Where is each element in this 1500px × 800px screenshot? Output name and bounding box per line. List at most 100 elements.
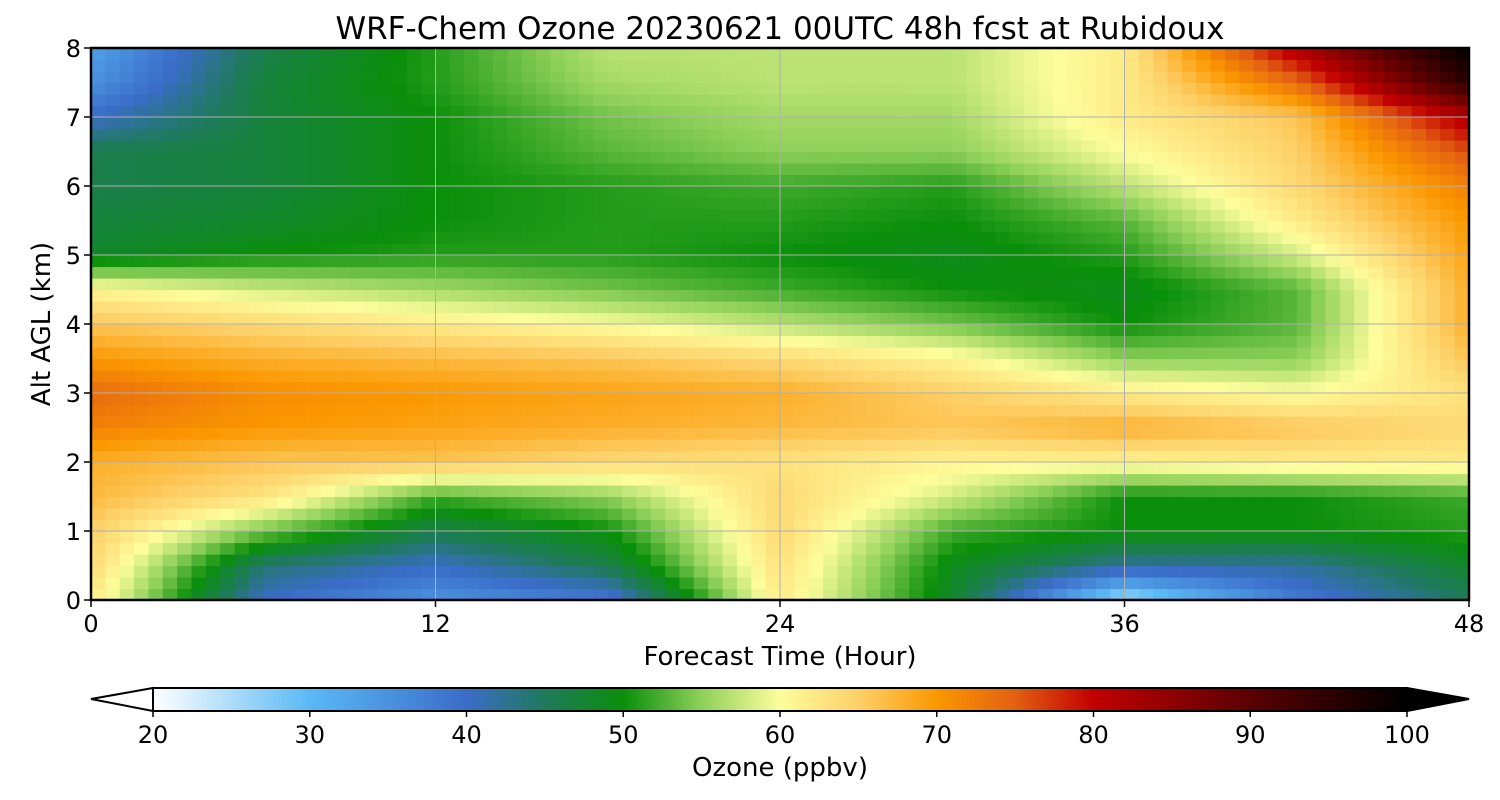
heatmap-cell [909,82,925,95]
heatmap-cell [866,485,882,498]
heatmap-cell [1181,370,1197,383]
heatmap-cell [1325,232,1341,245]
heatmap-cell [91,450,106,463]
heatmap-cell [1024,163,1039,176]
heatmap-cell [1368,174,1384,187]
heatmap-cell [177,209,193,222]
heatmap-cell [349,71,365,84]
heatmap-cell [363,496,379,509]
heatmap-cell [1325,554,1341,567]
heatmap-cell [952,94,968,107]
heatmap-cell [808,209,824,222]
heatmap-cell [1181,358,1197,371]
heatmap-cell [1311,151,1327,164]
heatmap-cell [780,94,795,107]
heatmap-cell [1425,416,1441,429]
heatmap-cell [1124,450,1140,463]
y-tick-label: 1 [66,518,81,546]
heatmap-cell [622,404,638,417]
heatmap-cell [406,117,422,130]
heatmap-cell [636,220,652,233]
heatmap-cell [162,554,178,567]
heatmap-cell [521,473,537,486]
heatmap-cell [134,542,150,555]
heatmap-cell [378,174,394,187]
heatmap-cell [722,519,738,532]
heatmap-cell [1210,163,1226,176]
heatmap-cell [406,588,422,600]
heatmap-cell [650,243,666,256]
heatmap-cell [980,220,996,233]
heatmap-cell [535,358,551,371]
heatmap-cell [1224,381,1240,394]
heatmap-cell [995,577,1011,590]
heatmap-cell [1354,324,1370,337]
heatmap-cell [722,197,738,210]
heatmap-cell [1167,82,1183,95]
heatmap-cell [823,174,839,187]
heatmap-cell [1024,232,1039,245]
heatmap-cell [507,186,523,199]
heatmap-cell [622,59,638,72]
heatmap-cell [980,358,996,371]
heatmap-cell [148,278,164,291]
heatmap-cell [1239,82,1255,95]
heatmap-cell [1425,151,1441,164]
heatmap-cell [780,255,795,268]
heatmap-cell [1095,393,1111,406]
heatmap-cell [1239,519,1255,532]
heatmap-cell [751,324,767,337]
heatmap-cell [1110,519,1126,532]
heatmap-cell [550,278,566,291]
heatmap-cell [607,404,623,417]
heatmap-cell [550,197,566,210]
heatmap-cell [134,186,150,199]
heatmap-cell [1253,197,1269,210]
heatmap-cell [808,450,824,463]
heatmap-cell [1325,416,1341,429]
heatmap-cell [794,163,810,176]
heatmap-cell [1239,531,1255,544]
heatmap-cell [550,554,566,567]
heatmap-cell [679,565,695,578]
heatmap-cell [1397,531,1413,544]
heatmap-cell [636,289,652,302]
heatmap-cell [693,94,709,107]
heatmap-cell [564,105,580,118]
heatmap-cell [693,542,709,555]
heatmap-cell [564,71,580,84]
heatmap-cell [406,358,422,371]
heatmap-cell [636,565,652,578]
heatmap-cell [650,128,666,141]
heatmap-cell [1296,450,1312,463]
heatmap-cell [248,186,264,199]
heatmap-cell [464,358,480,371]
heatmap-cell [263,243,279,256]
heatmap-cell [736,151,752,164]
heatmap-cell [162,531,178,544]
heatmap-cell [1354,209,1370,222]
heatmap-cell [1095,301,1111,314]
heatmap-cell [995,71,1011,84]
heatmap-cell [105,588,121,600]
heatmap-cell [378,324,394,337]
heatmap-cell [191,485,207,498]
heatmap-cell [823,519,839,532]
heatmap-cell [1296,197,1312,210]
heatmap-cell [736,450,752,463]
heatmap-cell [478,439,494,452]
heatmap-cell [521,220,537,233]
heatmap-cell [378,128,394,141]
heatmap-cell [794,151,810,164]
heatmap-cell [751,393,767,406]
heatmap-cell [1282,565,1298,578]
heatmap-cell [349,324,365,337]
heatmap-cell [1296,82,1312,95]
heatmap-cell [708,588,724,600]
heatmap-cell [636,347,652,360]
heatmap-cell [607,243,623,256]
heatmap-cell [1311,404,1327,417]
heatmap-cell [1354,565,1370,578]
heatmap-cell [105,151,121,164]
heatmap-cell [1382,59,1398,72]
